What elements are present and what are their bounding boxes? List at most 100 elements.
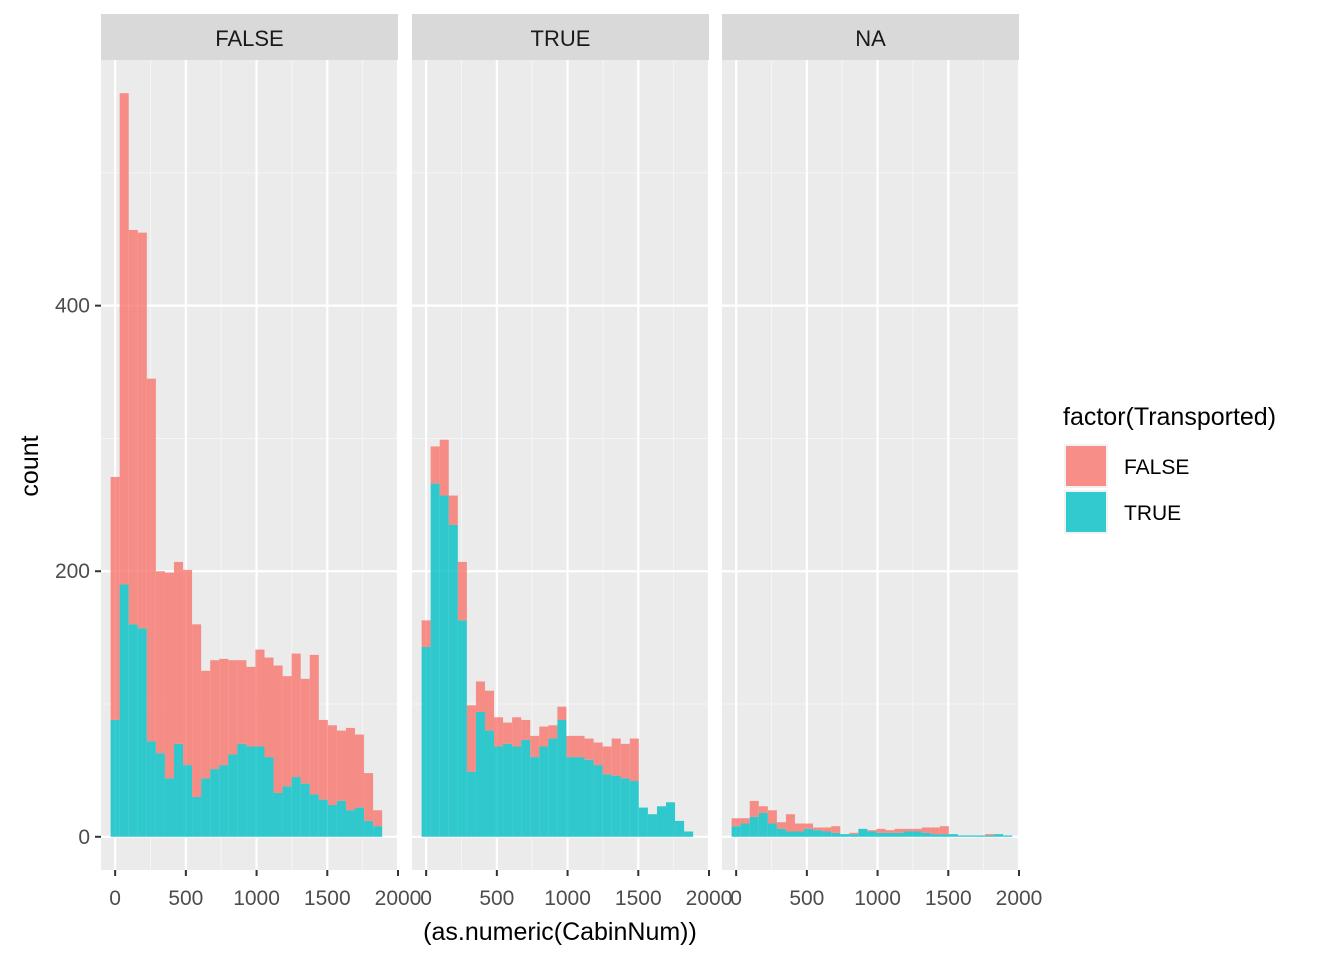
bar-true [885,832,895,837]
x-tick-label: 500 [789,887,824,910]
bar-false [629,738,639,782]
bar-true [957,835,967,837]
bar-false [776,822,786,829]
bar-true [740,823,750,837]
bar-false [794,823,805,832]
bar-false [264,657,274,758]
bar-false [291,653,301,778]
bar-false [164,572,174,779]
bar-true [985,835,995,837]
x-tick-label: 1500 [615,887,662,910]
legend: factor(Transported) FALSE TRUE [1063,403,1276,534]
bar-false [548,725,558,739]
bar-true [521,739,531,837]
x-tick-label: 500 [479,887,514,910]
bar-true [767,823,777,837]
bar-false [831,826,841,833]
x-tick-label: 0 [730,887,742,910]
bar-false [930,827,940,835]
bar-false [309,654,319,795]
legend-swatch-true [1066,492,1106,532]
bar-true [484,730,495,837]
x-tick-label: 500 [168,887,203,910]
bar-true [210,769,220,837]
bar-false [512,717,522,747]
bar-false [345,727,356,811]
bar-true [921,832,931,837]
bar-true [620,778,630,837]
bar-true [155,753,165,837]
bar-false [210,660,220,770]
bar-true [930,834,940,837]
bar-true [903,831,913,837]
bar-false [364,773,374,821]
bar-true [228,754,238,837]
bar-true [1003,835,1013,837]
bar-false [557,706,567,720]
bar-true [876,832,886,837]
bar-true [611,775,621,837]
strip-label: TRUE [531,26,591,51]
x-axis-panel-true: 0 500 1000 1500 2000 [420,870,732,910]
bar-false [530,735,540,758]
bar-false [521,719,531,740]
strip-background [101,14,398,60]
bar-true [282,786,292,837]
strip-background [412,14,709,60]
bar-true [656,806,667,837]
bar-false [921,827,931,833]
panel-background [722,60,1019,870]
bar-false [785,814,795,832]
bar-false [849,832,859,835]
bar-true [291,777,301,837]
panel-false: FALSE [101,14,400,870]
bar-true [219,765,229,837]
bar-false [246,666,256,747]
bar-true [264,757,274,837]
bar-false [439,439,449,496]
strip-label: FALSE [215,26,283,51]
bar-false [228,660,238,755]
bar-true [867,831,877,837]
bar-false [146,378,156,742]
bar-true [448,524,458,837]
bar-true [439,495,449,837]
bar-true [548,738,558,837]
bar-true [776,828,786,837]
bar-true [192,796,202,837]
bar-false [620,743,630,779]
bar-false [767,810,777,824]
bar-true [849,834,859,837]
bar-true [146,741,156,837]
bar-true [201,778,211,837]
bar-true [948,834,958,837]
bar-false [740,818,750,824]
y-tick-label: 400 [55,295,90,318]
bar-false [593,742,603,766]
bar-false [137,232,147,629]
bar-false [155,571,165,754]
bar-false [421,620,431,647]
bar-true [858,828,868,837]
x-tick-label: 1500 [304,887,351,910]
bar-true [364,820,374,837]
bar-true [584,759,594,837]
bar-true [119,584,129,837]
bar-false [575,735,585,758]
y-axis-title: count [16,435,44,496]
bar-true [684,831,694,837]
bar-true [336,800,346,837]
bar-false [566,735,576,758]
bar-true [164,778,174,837]
bar-true [539,746,549,837]
x-tick-label: 2000 [686,887,733,910]
bar-false [731,818,741,827]
bar-false [119,93,129,585]
bar-true [327,804,337,837]
x-tick-label: 1500 [925,887,972,910]
bar-false [475,681,485,712]
legend-label-false: FALSE [1124,456,1189,479]
bar-true [976,835,986,837]
bar-false [318,719,328,800]
bar-false [192,624,202,797]
